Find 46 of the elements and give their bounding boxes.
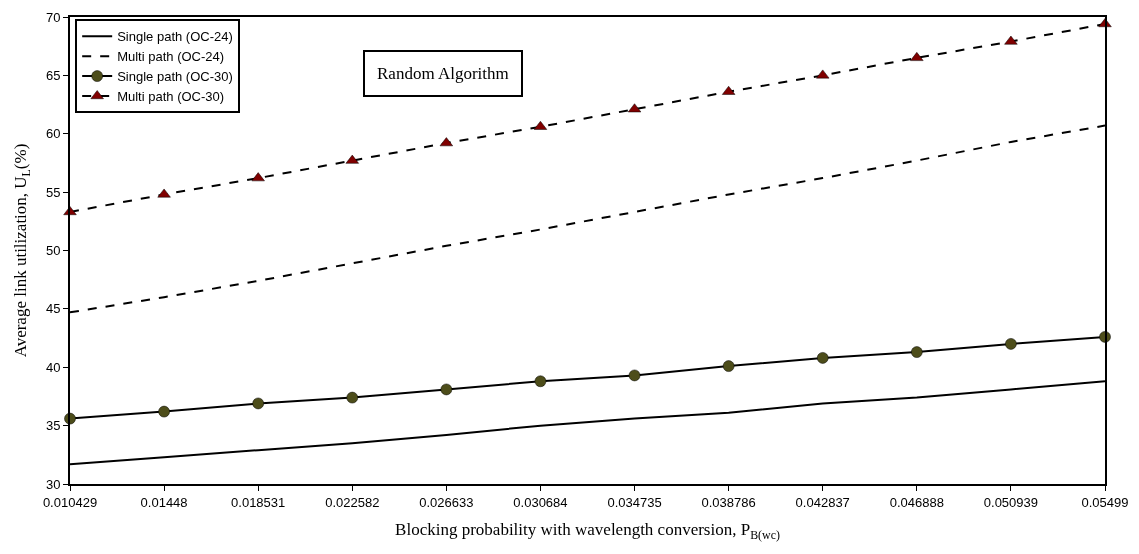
x-tick-label: 0.042837 [795, 494, 850, 510]
legend-label: Single path (OC-30) [117, 69, 233, 85]
point [157, 188, 171, 198]
point [1099, 331, 1111, 343]
point [345, 154, 359, 164]
x-axis-title: Blocking probability with wavelength conversion, P$_{B(wc)}$ [395, 520, 780, 543]
point [252, 397, 264, 410]
x-tick-label: 0.05499 [1081, 494, 1129, 510]
point [346, 391, 359, 404]
point [1004, 35, 1018, 45]
x-tick-label: 0.01448 [140, 494, 188, 510]
y-tick-label: 60 [45, 126, 61, 142]
annotation: Random Algorithm [377, 64, 509, 83]
point [722, 360, 735, 372]
x-tick-label: 0.026633 [419, 494, 474, 510]
point [534, 375, 547, 388]
legend-label: Single path (OC-24) [117, 29, 233, 45]
point [251, 172, 265, 182]
y-tick-label: 55 [45, 184, 61, 200]
y-tick-label: 70 [45, 9, 61, 25]
point [158, 405, 170, 418]
x-tick-label: 0.030684 [513, 494, 568, 510]
x-tick-label: 0.046888 [889, 494, 944, 510]
point [722, 85, 736, 95]
y-tick-label: 40 [45, 359, 61, 375]
point [911, 346, 923, 358]
x-tick-label: 0.018531 [231, 494, 286, 510]
legend-label: Multi path (OC-30) [117, 89, 225, 105]
point [439, 137, 453, 147]
point [440, 383, 453, 396]
y-tick-label: 30 [45, 476, 61, 492]
y-tick-label: 50 [45, 243, 61, 259]
point [628, 369, 641, 382]
point [1005, 338, 1017, 350]
point [816, 69, 830, 79]
legend-label: Multi path (OC-24) [117, 49, 225, 65]
x-tick-label: 0.050939 [983, 494, 1039, 510]
x-tick-label: 0.034735 [607, 494, 662, 510]
point [816, 352, 829, 364]
x-tick-label: 0.022582 [325, 494, 380, 510]
y-tick-label: 35 [45, 418, 61, 434]
x-tick-label: 0.038786 [701, 494, 756, 510]
y-tick-label: 65 [45, 67, 61, 83]
y-tick-label: 45 [45, 301, 61, 317]
point [64, 412, 76, 425]
x-tick-label: 0.010429 [42, 494, 98, 510]
